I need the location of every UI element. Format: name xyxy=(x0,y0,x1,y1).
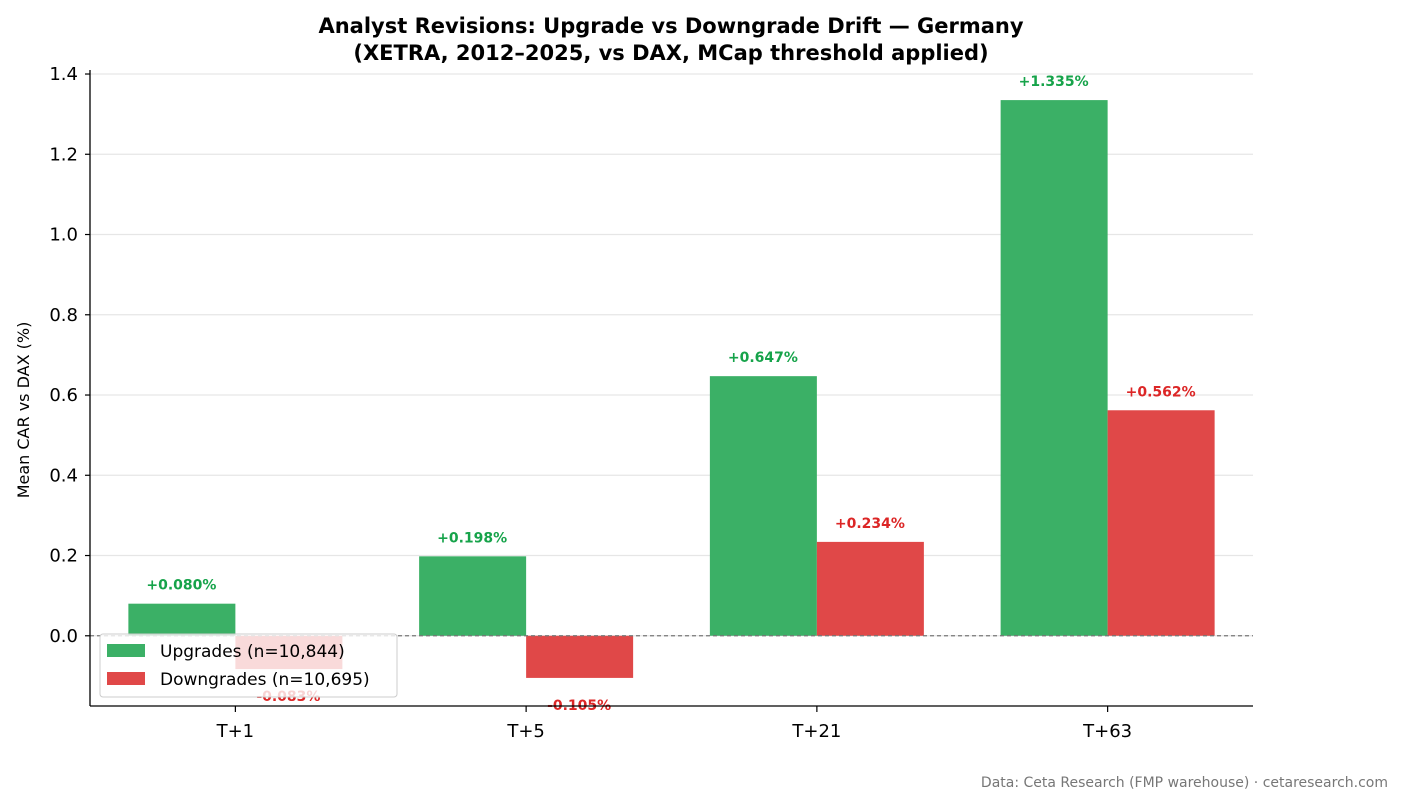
x-tick-label: T+21 xyxy=(791,721,841,742)
y-tick-label: 0.0 xyxy=(49,626,78,647)
data-source-footer: Data: Ceta Research (FMP warehouse) · ce… xyxy=(981,775,1388,791)
axes: 0.0 0.2 0.4 0.6 0.8 1.0 1.2 1.4 T+1 T+5 T+21 T+63 xyxy=(49,64,1253,742)
y-tick-label: 1.2 xyxy=(49,144,78,165)
y-tick-label: 0.8 xyxy=(49,305,78,326)
chart-title-line2: (XETRA, 2012–2025, vs DAX, MCap threshol… xyxy=(353,41,988,65)
x-tick-label: T+5 xyxy=(506,721,545,742)
y-tick-label: 0.6 xyxy=(49,385,78,406)
legend-swatch-downgrades xyxy=(107,672,145,685)
legend-box xyxy=(99,633,398,698)
x-tick-label: T+1 xyxy=(216,721,255,742)
downgrade-bar xyxy=(816,541,924,636)
legend-label-downgrades: Downgrades (n=10,695) xyxy=(160,670,370,690)
upgrade-bar xyxy=(128,603,236,636)
grid-lines xyxy=(90,73,1253,637)
y-tick-label: 1.4 xyxy=(49,64,78,85)
y-axis-label: Mean CAR vs DAX (%) xyxy=(14,322,33,499)
downgrade-bar xyxy=(1107,410,1215,636)
downgrade-value-label: +0.562% xyxy=(1126,384,1196,400)
downgrade-value-label: +0.234% xyxy=(835,516,905,532)
y-tick-label: 0.2 xyxy=(49,546,78,567)
legend: Upgrades (n=10,844) Downgrades (n=10,695… xyxy=(99,633,398,698)
chart-title-line1: Analyst Revisions: Upgrade vs Downgrade … xyxy=(318,14,1023,38)
y-tick-label: 1.0 xyxy=(49,225,78,246)
legend-swatch-upgrades xyxy=(107,644,145,657)
upgrade-bar xyxy=(419,556,527,636)
x-tick-label: T+63 xyxy=(1082,721,1132,742)
upgrade-value-label: +0.080% xyxy=(146,578,216,594)
y-tick-label: 0.4 xyxy=(49,465,78,486)
bars xyxy=(128,100,1215,678)
upgrade-value-label: +0.647% xyxy=(728,350,798,366)
downgrade-bar xyxy=(526,635,634,678)
legend-label-upgrades: Upgrades (n=10,844) xyxy=(160,642,345,662)
upgrade-bar xyxy=(709,376,817,636)
upgrade-bar xyxy=(1000,100,1108,636)
upgrade-value-label: +1.335% xyxy=(1019,74,1089,90)
upgrade-value-label: +0.198% xyxy=(437,530,507,546)
